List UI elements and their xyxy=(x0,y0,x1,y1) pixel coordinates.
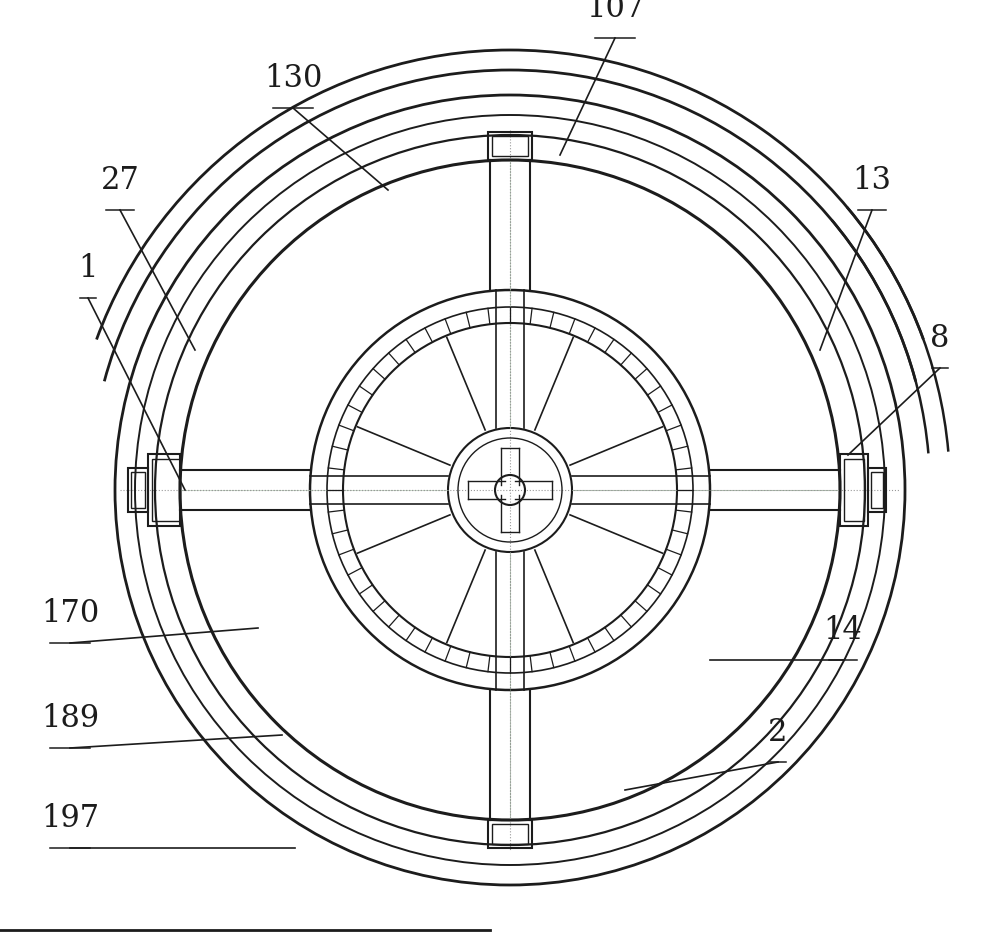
Bar xyxy=(868,468,886,512)
Bar xyxy=(152,459,180,521)
Bar xyxy=(840,454,868,526)
Bar xyxy=(492,136,528,156)
Bar xyxy=(488,820,532,848)
Text: 13: 13 xyxy=(852,165,892,196)
Text: 2: 2 xyxy=(768,717,788,748)
Text: 27: 27 xyxy=(101,165,139,196)
Bar xyxy=(128,468,148,512)
Bar xyxy=(871,472,883,508)
Bar xyxy=(131,472,145,508)
Bar xyxy=(148,454,180,526)
Text: 107: 107 xyxy=(586,0,644,24)
Text: 189: 189 xyxy=(41,703,99,734)
Bar xyxy=(492,824,528,844)
Text: 14: 14 xyxy=(824,615,862,646)
Text: 130: 130 xyxy=(264,63,322,94)
Text: 8: 8 xyxy=(930,323,950,354)
Text: 170: 170 xyxy=(41,598,99,629)
Bar xyxy=(488,132,532,160)
Bar xyxy=(844,459,864,521)
Text: 1: 1 xyxy=(78,253,98,284)
Text: 197: 197 xyxy=(41,803,99,834)
